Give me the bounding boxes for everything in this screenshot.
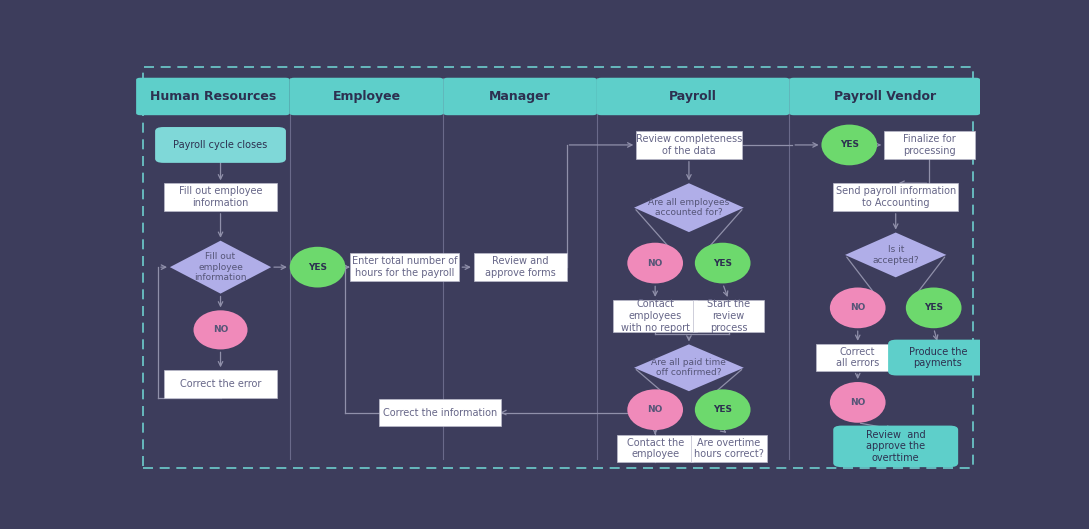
Polygon shape xyxy=(634,183,744,232)
Text: Is it
accepted?: Is it accepted? xyxy=(872,245,919,264)
Bar xyxy=(617,434,693,462)
Text: Manager: Manager xyxy=(489,89,551,103)
FancyBboxPatch shape xyxy=(597,78,790,115)
Text: Correct
all errors: Correct all errors xyxy=(836,347,879,368)
Text: YES: YES xyxy=(925,303,943,313)
Ellipse shape xyxy=(830,382,885,423)
Ellipse shape xyxy=(821,124,877,165)
Ellipse shape xyxy=(695,389,750,430)
Text: Start the
review
process: Start the review process xyxy=(707,299,750,333)
Text: Review  and
approve the
overttime: Review and approve the overttime xyxy=(866,430,926,463)
Text: NO: NO xyxy=(851,398,866,407)
Text: Fill out employee
information: Fill out employee information xyxy=(179,186,262,208)
Text: Human Resources: Human Resources xyxy=(150,89,276,103)
Text: Payroll: Payroll xyxy=(670,89,717,103)
Bar xyxy=(163,370,278,398)
Text: Fill out
employee
information: Fill out employee information xyxy=(194,252,247,282)
Text: Produce the
payments: Produce the payments xyxy=(908,347,967,368)
Text: Payroll cycle closes: Payroll cycle closes xyxy=(173,140,268,150)
Polygon shape xyxy=(170,241,271,294)
Bar xyxy=(884,131,975,159)
Text: Review and
approve forms: Review and approve forms xyxy=(485,257,555,278)
Ellipse shape xyxy=(290,247,345,288)
FancyBboxPatch shape xyxy=(790,78,980,115)
Bar xyxy=(613,300,697,332)
Text: Are all paid time
off confirmed?: Are all paid time off confirmed? xyxy=(651,358,726,378)
Ellipse shape xyxy=(627,389,683,430)
Text: Payroll Vendor: Payroll Vendor xyxy=(834,89,935,103)
Text: Enter total number of
hours for the payroll: Enter total number of hours for the payr… xyxy=(352,257,457,278)
Text: NO: NO xyxy=(212,325,229,334)
Text: YES: YES xyxy=(308,262,327,272)
Bar xyxy=(833,183,958,211)
Text: Are all employees
accounted for?: Are all employees accounted for? xyxy=(648,198,730,217)
Bar xyxy=(474,253,566,281)
FancyBboxPatch shape xyxy=(443,78,597,115)
Text: Review completeness
of the data: Review completeness of the data xyxy=(636,134,742,156)
Bar xyxy=(693,300,764,332)
Bar xyxy=(379,399,501,426)
Text: Are overtime
hours correct?: Are overtime hours correct? xyxy=(694,437,763,459)
FancyBboxPatch shape xyxy=(136,78,290,115)
FancyBboxPatch shape xyxy=(155,127,286,163)
Text: NO: NO xyxy=(648,405,663,414)
Text: Correct the information: Correct the information xyxy=(383,407,497,417)
Text: NO: NO xyxy=(648,259,663,268)
Ellipse shape xyxy=(627,243,683,284)
Polygon shape xyxy=(845,233,946,277)
Text: YES: YES xyxy=(840,140,859,150)
Bar xyxy=(350,253,460,281)
Ellipse shape xyxy=(695,243,750,284)
Text: NO: NO xyxy=(851,303,866,313)
FancyBboxPatch shape xyxy=(889,340,988,376)
Polygon shape xyxy=(634,344,744,391)
Text: Employee: Employee xyxy=(332,89,401,103)
Ellipse shape xyxy=(194,311,247,350)
Text: Correct the error: Correct the error xyxy=(180,379,261,389)
FancyBboxPatch shape xyxy=(290,78,443,115)
Ellipse shape xyxy=(906,288,962,328)
Ellipse shape xyxy=(830,288,885,328)
Bar xyxy=(817,344,900,371)
Bar xyxy=(690,434,767,462)
Text: Contact the
employee: Contact the employee xyxy=(626,437,684,459)
Bar xyxy=(636,131,742,159)
Text: YES: YES xyxy=(713,259,732,268)
Text: YES: YES xyxy=(713,405,732,414)
Text: Contact
employees
with no report: Contact employees with no report xyxy=(621,299,689,333)
FancyBboxPatch shape xyxy=(833,426,958,467)
Text: Send payroll information
to Accounting: Send payroll information to Accounting xyxy=(835,186,956,208)
Text: Finalize for
processing: Finalize for processing xyxy=(903,134,956,156)
Bar xyxy=(163,183,278,211)
